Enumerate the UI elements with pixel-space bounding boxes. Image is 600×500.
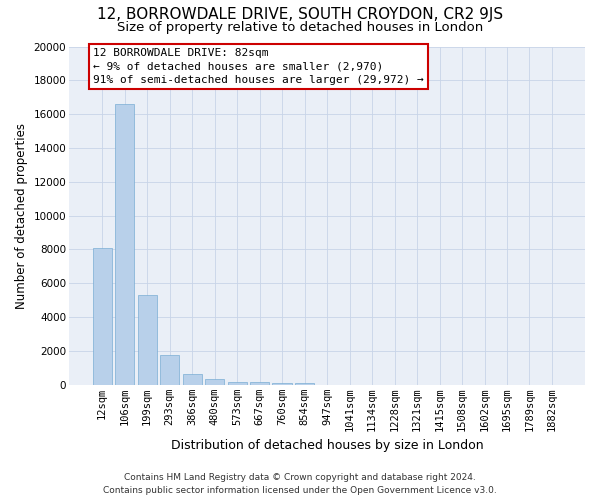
Text: 12, BORROWDALE DRIVE, SOUTH CROYDON, CR2 9JS: 12, BORROWDALE DRIVE, SOUTH CROYDON, CR2… bbox=[97, 8, 503, 22]
Bar bbox=[295, 382, 314, 384]
Bar bbox=[92, 248, 112, 384]
Bar bbox=[160, 355, 179, 384]
Bar bbox=[205, 379, 224, 384]
Text: Contains HM Land Registry data © Crown copyright and database right 2024.
Contai: Contains HM Land Registry data © Crown c… bbox=[103, 474, 497, 495]
Bar bbox=[227, 382, 247, 384]
X-axis label: Distribution of detached houses by size in London: Distribution of detached houses by size … bbox=[171, 440, 484, 452]
Bar bbox=[115, 104, 134, 384]
Text: Size of property relative to detached houses in London: Size of property relative to detached ho… bbox=[117, 21, 483, 34]
Text: 12 BORROWDALE DRIVE: 82sqm
← 9% of detached houses are smaller (2,970)
91% of se: 12 BORROWDALE DRIVE: 82sqm ← 9% of detac… bbox=[93, 48, 424, 84]
Bar bbox=[137, 295, 157, 384]
Bar bbox=[250, 382, 269, 384]
Bar bbox=[272, 383, 292, 384]
Bar bbox=[182, 374, 202, 384]
Y-axis label: Number of detached properties: Number of detached properties bbox=[15, 122, 28, 308]
